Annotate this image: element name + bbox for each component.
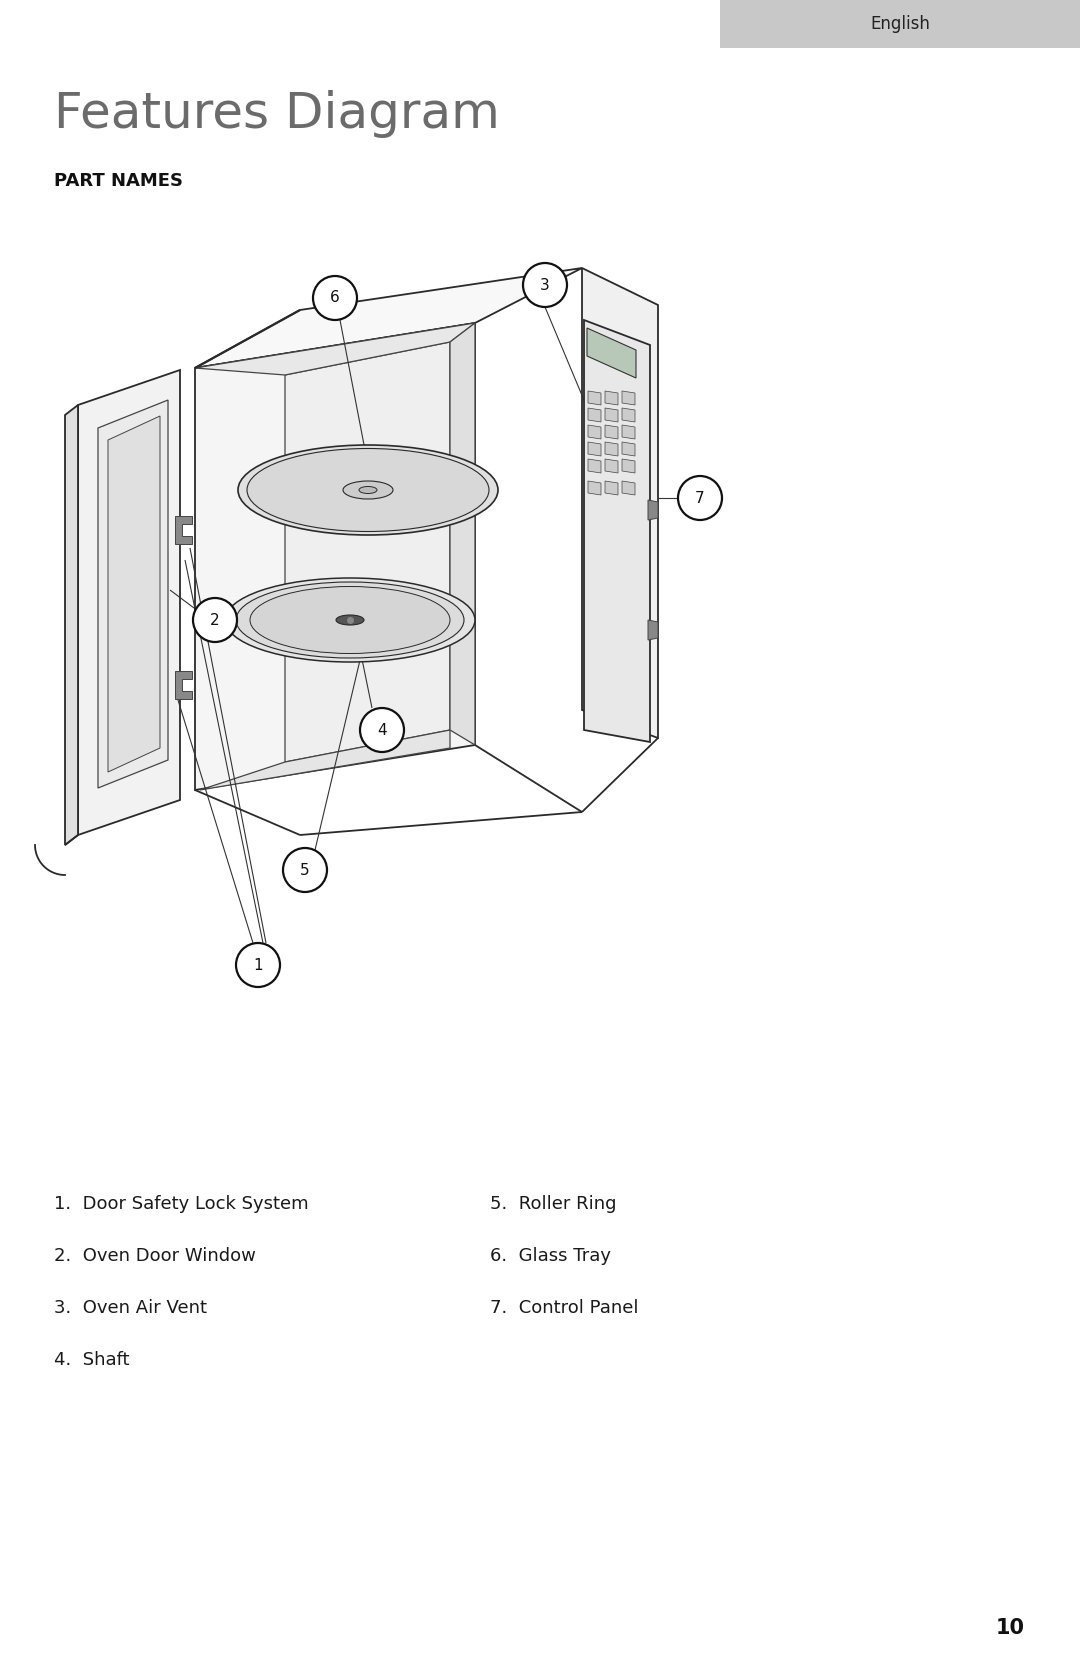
- Ellipse shape: [237, 582, 464, 658]
- Polygon shape: [622, 391, 635, 406]
- Ellipse shape: [336, 614, 364, 624]
- Circle shape: [523, 264, 567, 307]
- Text: 6: 6: [330, 290, 340, 305]
- Ellipse shape: [225, 577, 475, 663]
- Polygon shape: [605, 442, 618, 456]
- Polygon shape: [605, 407, 618, 422]
- Polygon shape: [605, 481, 618, 496]
- Polygon shape: [622, 407, 635, 422]
- Circle shape: [313, 275, 357, 320]
- Polygon shape: [285, 342, 450, 763]
- Polygon shape: [588, 426, 600, 439]
- Text: 7.  Control Panel: 7. Control Panel: [490, 1298, 638, 1317]
- Polygon shape: [65, 406, 78, 845]
- Text: 5: 5: [300, 863, 310, 878]
- Text: 7: 7: [696, 491, 705, 506]
- Polygon shape: [648, 619, 658, 639]
- Polygon shape: [98, 401, 168, 788]
- Polygon shape: [648, 501, 658, 521]
- Ellipse shape: [343, 481, 393, 499]
- Text: 6.  Glass Tray: 6. Glass Tray: [490, 1247, 611, 1265]
- Text: PART NAMES: PART NAMES: [54, 172, 183, 190]
- Text: 1.  Door Safety Lock System: 1. Door Safety Lock System: [54, 1195, 309, 1213]
- Polygon shape: [588, 442, 600, 456]
- Ellipse shape: [249, 586, 450, 654]
- Text: 2.  Oven Door Window: 2. Oven Door Window: [54, 1247, 256, 1265]
- Circle shape: [237, 943, 280, 986]
- Polygon shape: [195, 324, 475, 789]
- Text: 2: 2: [211, 613, 220, 628]
- Text: 4: 4: [377, 723, 387, 738]
- Text: 1: 1: [253, 958, 262, 973]
- Polygon shape: [78, 371, 180, 834]
- Text: Features Diagram: Features Diagram: [54, 90, 500, 139]
- Polygon shape: [605, 459, 618, 472]
- FancyBboxPatch shape: [720, 0, 1080, 48]
- Text: 10: 10: [996, 1617, 1025, 1637]
- Circle shape: [283, 848, 327, 891]
- Ellipse shape: [247, 449, 489, 531]
- Text: 3.  Oven Air Vent: 3. Oven Air Vent: [54, 1298, 207, 1317]
- Polygon shape: [584, 320, 650, 743]
- Polygon shape: [622, 426, 635, 439]
- Polygon shape: [200, 729, 450, 789]
- Polygon shape: [588, 329, 636, 377]
- Polygon shape: [588, 459, 600, 472]
- Polygon shape: [588, 481, 600, 496]
- Circle shape: [678, 476, 723, 521]
- Polygon shape: [588, 391, 600, 406]
- Polygon shape: [175, 671, 192, 699]
- Polygon shape: [605, 391, 618, 406]
- Polygon shape: [108, 416, 160, 773]
- Polygon shape: [622, 459, 635, 472]
- Polygon shape: [175, 516, 192, 544]
- Polygon shape: [588, 407, 600, 422]
- Ellipse shape: [238, 446, 498, 536]
- Text: English: English: [870, 15, 930, 33]
- Circle shape: [360, 708, 404, 753]
- Text: 3: 3: [540, 277, 550, 292]
- Polygon shape: [195, 269, 582, 367]
- Polygon shape: [605, 426, 618, 439]
- Polygon shape: [582, 269, 658, 738]
- Text: 4.  Shaft: 4. Shaft: [54, 1350, 130, 1369]
- Ellipse shape: [359, 486, 377, 494]
- Polygon shape: [622, 442, 635, 456]
- Circle shape: [193, 598, 237, 643]
- Polygon shape: [195, 324, 475, 376]
- Text: 5.  Roller Ring: 5. Roller Ring: [490, 1195, 617, 1213]
- Polygon shape: [622, 481, 635, 496]
- Polygon shape: [450, 324, 475, 744]
